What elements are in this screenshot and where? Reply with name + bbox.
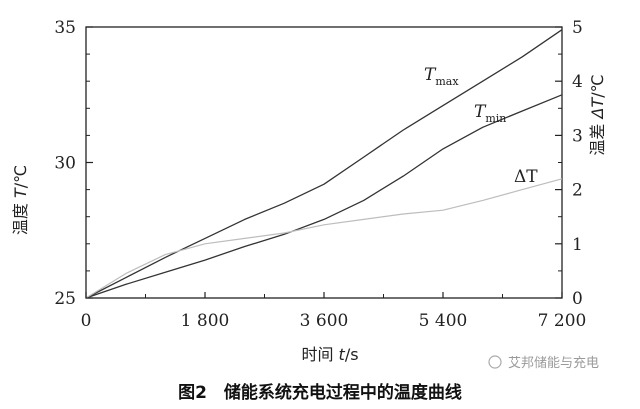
y-left-title-var: T — [11, 187, 30, 198]
y-left-tick-label: 25 — [54, 289, 76, 309]
y-right-title-unit: /℃ — [588, 74, 607, 97]
watermark-logo-icon — [488, 355, 502, 369]
y-right-tick-label: 5 — [572, 18, 583, 38]
watermark: 艾邦储能与充电 — [488, 355, 599, 371]
curve-label-tmin: Tmin — [474, 102, 506, 125]
x-tick-label: 1 800 — [181, 311, 230, 331]
plot-area — [85, 26, 563, 299]
y-right-tick-label: 3 — [572, 126, 583, 146]
x-title-unit: /s — [345, 345, 359, 364]
y-axis-left-title: 温度 T/℃ — [11, 165, 30, 235]
y-axis-right-title: 温差 ΔT/℃ — [588, 74, 607, 155]
watermark-text: 艾邦储能与充电 — [508, 355, 599, 371]
y-right-tick-label: 2 — [572, 181, 583, 201]
y-right-title-var: ΔT — [588, 97, 607, 121]
y-left-title-text: 温度 — [11, 198, 30, 235]
x-title-var: t — [339, 345, 346, 364]
y-left-tick-label: 35 — [54, 18, 76, 38]
x-axis-title: 时间 t/s — [301, 345, 358, 364]
figure-caption: 图2 储能系统充电过程中的温度曲线 — [178, 382, 462, 403]
series-line-tmin — [85, 94, 563, 299]
series-line-delta-t — [85, 178, 563, 299]
series-line-tmax — [85, 29, 563, 299]
x-tick-label: 0 — [81, 311, 92, 331]
series-layer — [85, 29, 563, 299]
y-left-tick-label: 30 — [54, 154, 76, 174]
x-tick-label: 7 200 — [538, 311, 587, 331]
y-right-tick-label: 4 — [572, 72, 583, 92]
x-title-text: 时间 — [301, 345, 338, 364]
curve-label-delta-t: ΔT — [514, 167, 538, 187]
x-tick-label: 3 600 — [300, 311, 349, 331]
ticks-layer: 0 1 800 3 600 5 400 7 200 25 30 35 0 1 2 3 4 5 — [54, 18, 586, 331]
y-left-title-unit: /℃ — [11, 165, 30, 188]
y-right-title-text: 温差 — [588, 118, 607, 155]
y-right-tick-label: 1 — [572, 235, 583, 255]
x-tick-label: 5 400 — [419, 311, 468, 331]
y-right-tick-label: 0 — [572, 289, 583, 309]
curve-label-tmax: Tmax — [424, 65, 459, 88]
plot-frame — [85, 26, 563, 299]
